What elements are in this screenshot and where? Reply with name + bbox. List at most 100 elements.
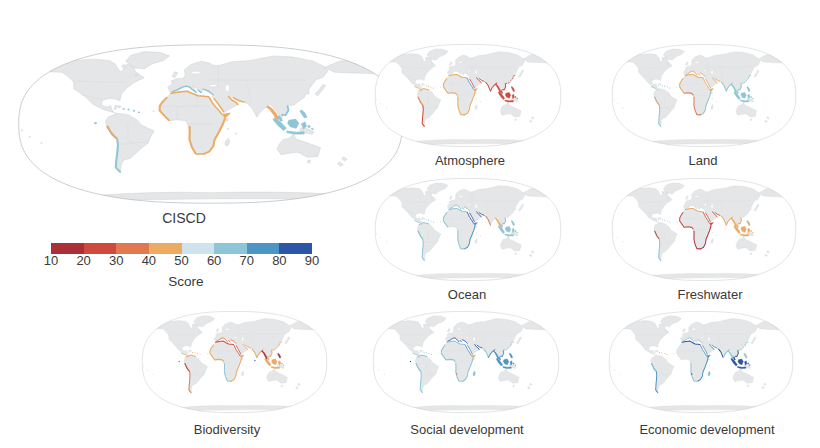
island-dot xyxy=(376,233,377,234)
island-dot xyxy=(712,98,713,99)
island-dot xyxy=(617,103,618,104)
island-dot xyxy=(425,57,427,59)
island-dot xyxy=(431,63,433,65)
island-dot xyxy=(429,330,431,332)
island-dot xyxy=(716,235,717,236)
coast-dot-namib xyxy=(691,373,693,375)
island-dot xyxy=(613,99,614,100)
island-dot xyxy=(713,368,714,369)
coast-dot-carib xyxy=(127,109,129,111)
map-label-land: Land xyxy=(689,153,718,168)
island-dot xyxy=(623,107,624,108)
island-dot xyxy=(716,101,717,102)
map-svg-ciscd xyxy=(14,41,407,207)
coast-dot-carib xyxy=(662,85,663,86)
landmass-tasmania xyxy=(747,385,749,387)
lake-caspian-sea xyxy=(473,337,475,341)
island-dot xyxy=(623,241,624,242)
colorbar-title: Score xyxy=(168,274,203,289)
map-svg-ocean xyxy=(373,176,563,283)
island-dot xyxy=(480,235,481,236)
lake-baltic-sea xyxy=(695,195,699,197)
landmass-tasmania xyxy=(750,119,752,121)
island-dot xyxy=(478,368,479,369)
map-land xyxy=(610,42,798,149)
map-ciscd xyxy=(14,41,407,207)
coast-dot-galap xyxy=(94,122,97,124)
lake-caspian-sea xyxy=(711,70,713,75)
island-dot xyxy=(374,366,375,367)
lake-black-sea xyxy=(704,204,707,206)
landmass-tasmania xyxy=(281,385,283,387)
island-dot xyxy=(658,219,659,220)
coast-dot-carib xyxy=(192,352,193,353)
island-dot xyxy=(440,221,441,222)
lake-caspian-sea xyxy=(711,204,713,209)
island-dot xyxy=(431,197,433,199)
island-dot xyxy=(29,136,31,137)
colorbar-tick: 70 xyxy=(240,253,254,268)
lake-baltic-sea xyxy=(692,328,696,330)
island-dot xyxy=(440,87,441,88)
island-dot xyxy=(662,191,664,193)
coast-dot-carib xyxy=(667,86,668,87)
map-freshwater xyxy=(610,176,798,283)
map-biodiversity xyxy=(140,309,329,415)
coast-dot-maldive xyxy=(254,360,255,361)
island-dot xyxy=(421,219,422,220)
colorbar-tick: 20 xyxy=(76,253,90,268)
coast-dot-carib xyxy=(428,220,429,221)
map-label-atmosphere: Atmosphere xyxy=(435,153,505,168)
lake-black-sea xyxy=(466,337,469,339)
island-dot xyxy=(610,366,611,367)
island-dot xyxy=(378,370,379,371)
coast-dot-namib xyxy=(456,373,458,375)
island-dot xyxy=(419,352,420,353)
map-atmosphere xyxy=(373,42,563,149)
lake-caspian-sea xyxy=(708,337,710,341)
island-dot xyxy=(192,324,194,326)
island-dot xyxy=(153,111,155,112)
island-dot xyxy=(662,57,664,59)
island-dot xyxy=(380,103,381,104)
island-dot xyxy=(198,330,200,332)
map-label-ciscd: CISCD xyxy=(162,210,206,226)
island-dot xyxy=(147,370,148,371)
landmass-tasmania xyxy=(307,160,310,163)
map-svg-land xyxy=(610,42,798,149)
lake-black-sea xyxy=(468,70,471,72)
coast-dot-carib xyxy=(431,354,432,355)
coast-dot-carib xyxy=(428,86,429,87)
island-dot xyxy=(712,232,713,233)
lake-caspian-sea xyxy=(475,204,477,209)
coast-dot-carib xyxy=(430,86,431,87)
colorbar-tick: 40 xyxy=(142,253,156,268)
lake-black-sea xyxy=(210,84,217,86)
coast-dot-carib xyxy=(430,220,431,221)
island-dot xyxy=(235,133,237,134)
island-dot xyxy=(246,368,247,369)
coast-dot-carib xyxy=(664,220,665,221)
coast-dot-galap xyxy=(410,361,411,362)
island-dot xyxy=(614,370,615,371)
map-svg-biodiversity xyxy=(140,309,329,415)
island-dot xyxy=(613,233,614,234)
island-dot xyxy=(673,353,674,354)
map-svg-atmosphere xyxy=(373,42,563,149)
lake-black-sea xyxy=(704,70,707,72)
island-dot xyxy=(709,365,710,366)
colorbar-ticks: 102030405060708090 xyxy=(51,253,312,269)
lake-baltic-sea xyxy=(457,328,461,330)
coast-dot-carib xyxy=(425,219,426,220)
lake-caspian-sea xyxy=(475,70,477,75)
coast-dot-carib xyxy=(433,221,434,222)
island-dot xyxy=(425,191,427,193)
island-dot xyxy=(480,101,481,102)
lake-baltic-sea xyxy=(191,71,200,74)
island-dot xyxy=(476,232,477,233)
figure-canvas: CISCD Atmosphere Land Ocean Freshwater B xyxy=(0,0,820,448)
lake-baltic-sea xyxy=(225,328,229,330)
coast-dot-carib xyxy=(197,353,198,354)
lake-black-sea xyxy=(701,337,704,339)
island-dot xyxy=(380,237,381,238)
